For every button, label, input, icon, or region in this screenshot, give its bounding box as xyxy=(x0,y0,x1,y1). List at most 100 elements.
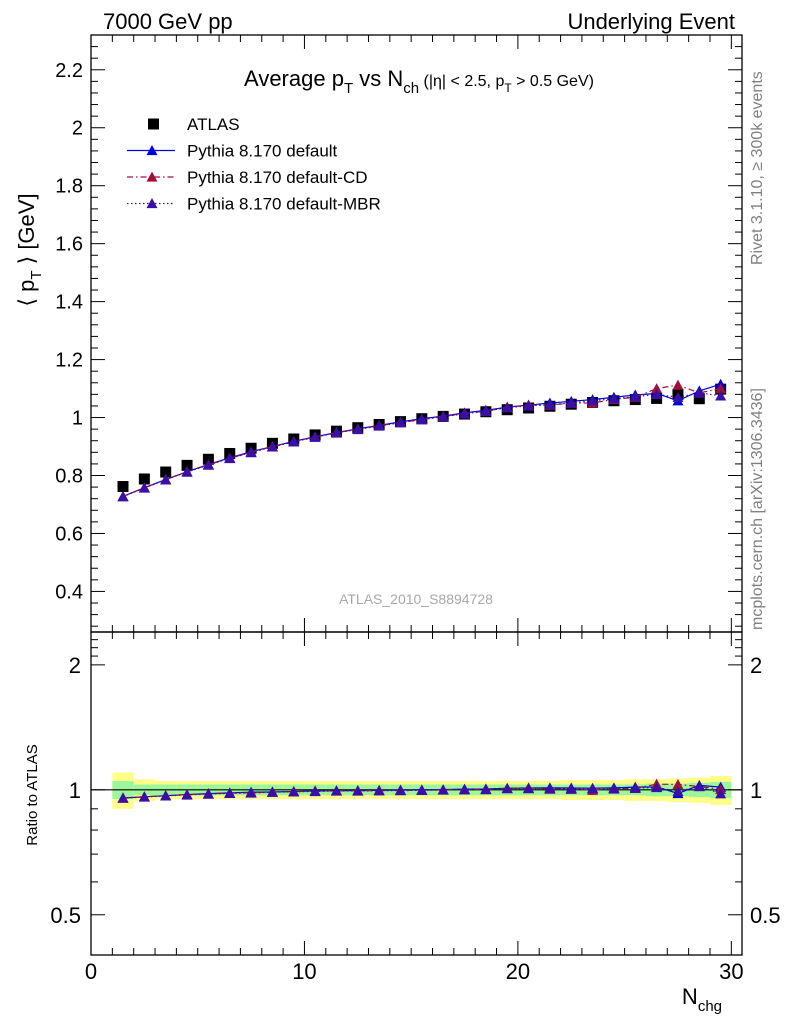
legend-label: Pythia 8.170 default xyxy=(187,142,338,161)
data-point xyxy=(224,787,236,798)
y-tick-label: 1.2 xyxy=(55,350,83,372)
x-tick-label: 30 xyxy=(719,959,743,984)
data-point xyxy=(160,466,172,478)
legend-marker xyxy=(146,198,158,209)
x-tick-label: 20 xyxy=(506,959,530,984)
y-tick-label: 0.6 xyxy=(55,523,83,545)
x-tick-label: 10 xyxy=(292,959,316,984)
legend-label: Pythia 8.170 default-CD xyxy=(187,168,368,187)
data-point xyxy=(480,405,492,416)
header-left: 7000 GeV pp xyxy=(103,9,233,34)
x-axis-label: Nchg xyxy=(682,984,722,1015)
ratio-y-tick-label-right: 2 xyxy=(750,653,762,678)
data-point xyxy=(693,393,705,405)
y-tick-label: 1.8 xyxy=(55,176,83,198)
ratio-series-pythia-8-170-default-mbr xyxy=(117,780,727,803)
legend-entry-pythia-8-170-default: Pythia 8.170 default xyxy=(127,142,338,161)
data-point xyxy=(181,789,193,800)
data-point xyxy=(672,379,684,390)
data-point xyxy=(459,408,471,419)
main-panel: 0.4 0.6 0.8 1 1.2 1.4 1.6 1.8 2 2.2 xyxy=(55,34,743,633)
data-point xyxy=(224,452,236,464)
data-point xyxy=(160,790,172,801)
legend: ATLAS Pythia 8.170 default Pythia 8.170 de… xyxy=(127,115,381,214)
data-point xyxy=(629,782,641,793)
legend-entry-pythia-8-170-default-mbr: Pythia 8.170 default-MBR xyxy=(127,195,381,214)
y-tick-label: 0.8 xyxy=(55,466,83,488)
data-point xyxy=(672,778,684,790)
y-axis-label: ⟨ pT ⟩ [GeV] xyxy=(14,193,45,306)
ratio-y-tick-label-right: 0.5 xyxy=(750,903,781,928)
data-point xyxy=(565,397,577,408)
ratio-y-axis-label: Ratio to ATLAS xyxy=(24,744,41,845)
mcplots-label: mcplots.cern.ch [arXiv:1306.3436] xyxy=(749,388,766,630)
ratio-y-tick-label-right: 1 xyxy=(750,778,762,803)
data-point xyxy=(288,786,300,797)
data-point xyxy=(245,787,257,798)
series-pythia-8-170-default-mbr xyxy=(117,387,727,502)
data-point xyxy=(587,395,599,406)
data-point xyxy=(394,785,406,796)
data-point xyxy=(309,431,321,442)
data-point xyxy=(651,781,663,793)
ratio-frame xyxy=(90,631,743,956)
data-point xyxy=(138,482,150,493)
header-right: Underlying Event xyxy=(567,9,735,34)
data-point xyxy=(587,783,599,794)
data-point xyxy=(181,459,193,471)
data-point xyxy=(715,788,727,799)
data-point xyxy=(629,391,641,402)
data-point xyxy=(160,474,172,485)
data-point xyxy=(651,383,663,394)
data-point xyxy=(523,783,535,794)
legend-marker xyxy=(146,171,158,182)
data-point xyxy=(544,783,556,794)
data-point xyxy=(266,786,278,797)
data-point xyxy=(352,423,364,435)
data-point xyxy=(394,417,406,428)
y-tick-label: 1.6 xyxy=(55,234,83,256)
data-point xyxy=(565,783,577,794)
data-point xyxy=(608,783,620,794)
data-point xyxy=(672,785,684,797)
data-point xyxy=(501,402,513,413)
data-point xyxy=(202,788,214,799)
data-point xyxy=(138,791,150,802)
data-point xyxy=(181,466,193,477)
y-tick-label: 2.2 xyxy=(55,60,83,82)
legend-label: ATLAS xyxy=(187,115,240,134)
data-point xyxy=(117,792,129,803)
x-tick-label: 0 xyxy=(85,959,97,984)
plot-title: Average pT vs Nch (|η| < 2.5, pT > 0.5 G… xyxy=(244,66,594,97)
ratio-y-tick-label: 0.5 xyxy=(50,903,81,928)
data-point xyxy=(672,391,684,402)
data-point xyxy=(544,399,556,410)
data-point xyxy=(117,491,129,502)
data-point xyxy=(437,784,449,795)
data-point xyxy=(416,414,428,425)
data-point xyxy=(309,785,321,797)
legend-label: Pythia 8.170 default-MBR xyxy=(187,195,381,214)
data-point xyxy=(330,785,342,796)
data-point xyxy=(459,784,471,795)
data-point xyxy=(608,393,620,404)
data-point xyxy=(288,436,300,447)
data-point xyxy=(715,390,727,401)
data-point xyxy=(373,785,385,796)
data-point xyxy=(117,481,129,493)
y-tick-label: 0.4 xyxy=(55,581,83,603)
legend-marker xyxy=(148,118,159,130)
legend-marker xyxy=(146,145,158,156)
ratio-y-tick-label: 2 xyxy=(69,653,81,678)
series-line xyxy=(122,392,721,498)
y-tick-label: 1 xyxy=(72,408,83,430)
data-point xyxy=(693,387,705,398)
legend-entry-pythia-8-170-default-cd: Pythia 8.170 default-CD xyxy=(127,168,368,187)
data-point xyxy=(501,783,513,794)
data-point xyxy=(437,411,449,422)
data-point xyxy=(330,427,342,438)
data-point xyxy=(266,441,278,452)
data-point xyxy=(651,388,663,400)
data-point xyxy=(352,785,364,796)
